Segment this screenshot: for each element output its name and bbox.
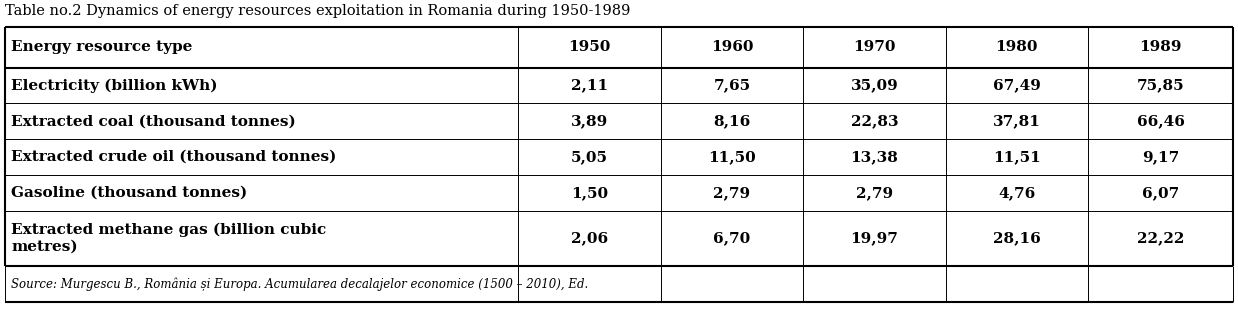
Text: 75,85: 75,85 [1136,79,1185,93]
Text: 19,97: 19,97 [851,231,899,245]
Text: 66,46: 66,46 [1136,114,1185,128]
Text: Extracted coal (thousand tonnes): Extracted coal (thousand tonnes) [11,114,296,128]
Text: 37,81: 37,81 [993,114,1041,128]
Text: 28,16: 28,16 [993,231,1041,245]
Text: Electricity (billion kWh): Electricity (billion kWh) [11,78,218,93]
Text: Source: Murgescu B., România și Europa. Acumularea decalajelor economice (1500 –: Source: Murgescu B., România și Europa. … [11,277,588,291]
Text: 1980: 1980 [995,40,1039,54]
Text: 1,50: 1,50 [571,186,608,200]
Text: 1970: 1970 [853,40,895,54]
Text: Extracted methane gas (billion cubic
metres): Extracted methane gas (billion cubic met… [11,223,327,254]
Text: Energy resource type: Energy resource type [11,40,192,54]
Text: 3,89: 3,89 [571,114,608,128]
Text: 11,51: 11,51 [993,150,1041,164]
Text: Extracted crude oil (thousand tonnes): Extracted crude oil (thousand tonnes) [11,150,337,164]
Text: 67,49: 67,49 [993,79,1041,93]
Text: 1960: 1960 [711,40,753,54]
Text: 13,38: 13,38 [851,150,899,164]
Text: 4,76: 4,76 [998,186,1035,200]
Text: 2,79: 2,79 [713,186,750,200]
Text: 6,70: 6,70 [713,231,750,245]
Text: 22,22: 22,22 [1136,231,1185,245]
Text: 5,05: 5,05 [571,150,608,164]
Text: Table no.2 Dynamics of energy resources exploitation in Romania during 1950-1989: Table no.2 Dynamics of energy resources … [5,4,630,18]
Text: 11,50: 11,50 [708,150,756,164]
Text: 1950: 1950 [568,40,610,54]
Text: 7,65: 7,65 [713,79,750,93]
Text: 2,79: 2,79 [855,186,893,200]
Text: 9,17: 9,17 [1141,150,1179,164]
Text: 6,07: 6,07 [1141,186,1179,200]
Text: 35,09: 35,09 [851,79,899,93]
Text: 1989: 1989 [1139,40,1182,54]
Text: 22,83: 22,83 [851,114,899,128]
Text: 2,11: 2,11 [571,79,608,93]
Text: 8,16: 8,16 [713,114,750,128]
Text: Gasoline (thousand tonnes): Gasoline (thousand tonnes) [11,186,248,200]
Text: 2,06: 2,06 [571,231,608,245]
